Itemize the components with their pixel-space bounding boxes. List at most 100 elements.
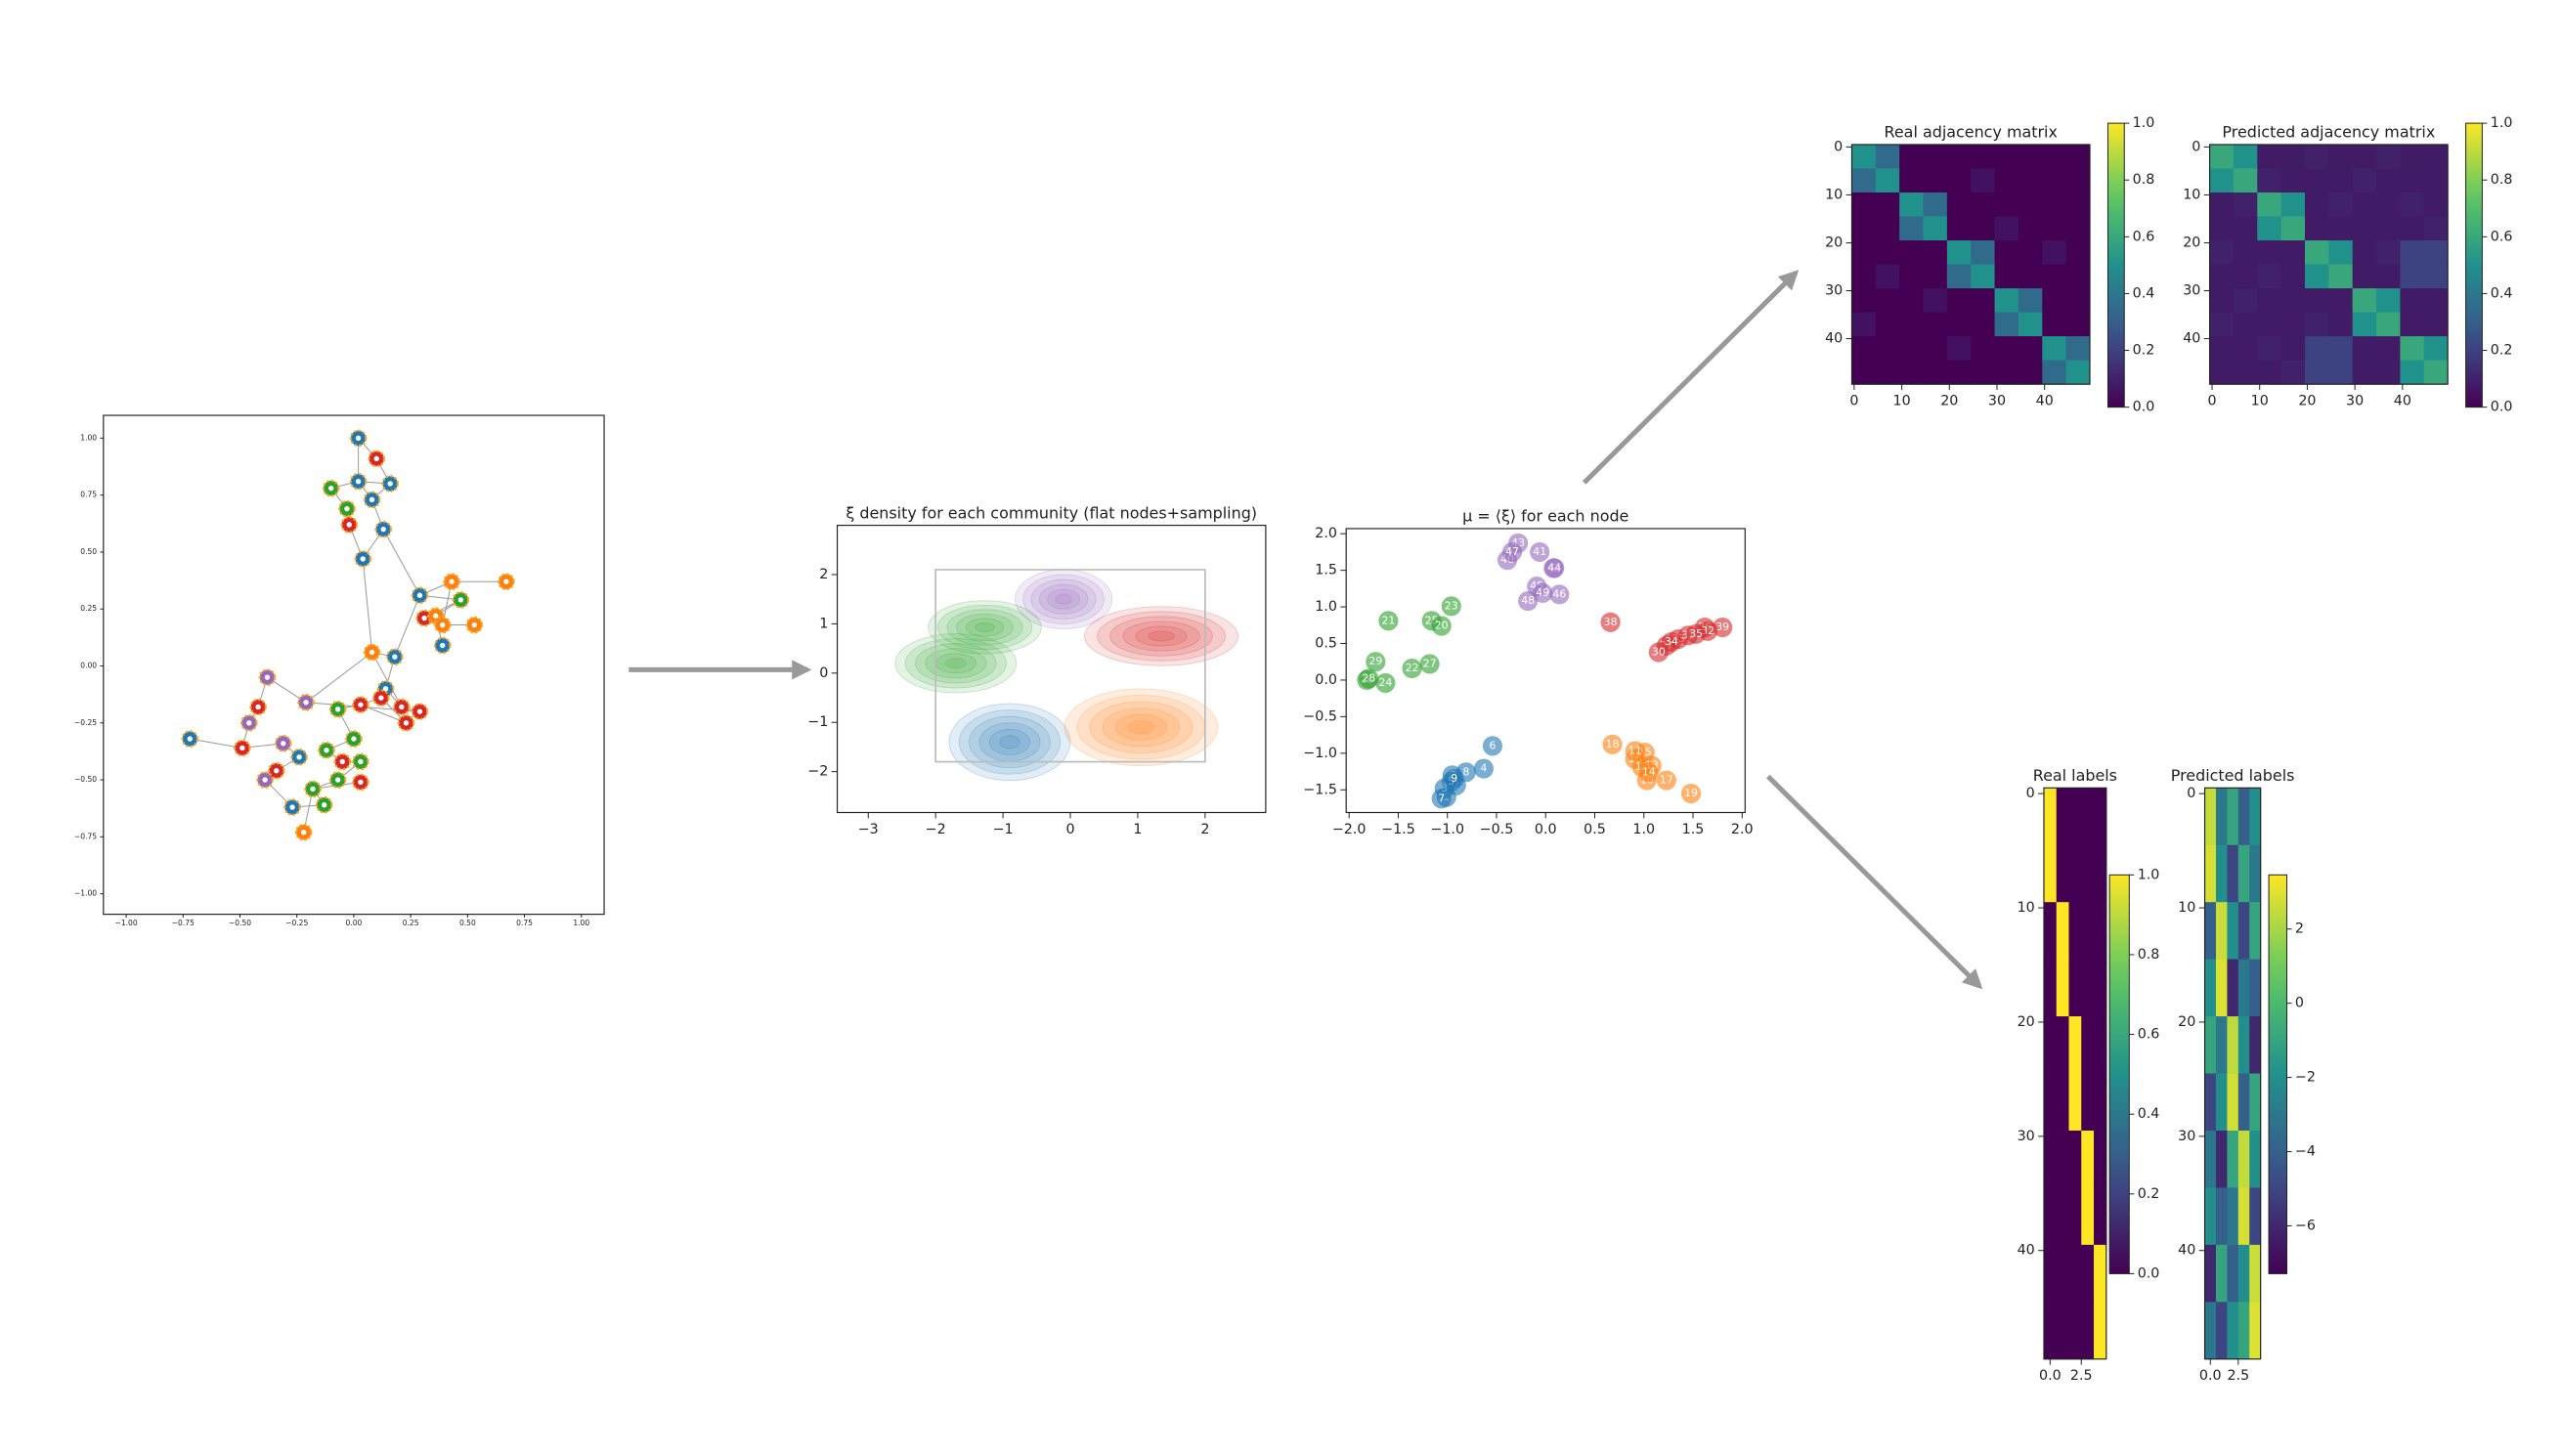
- panel: μ = ⟨ξ⟩ for each node2125202329222726242…: [1303, 507, 1753, 837]
- heatmap-cell: [1994, 144, 2019, 169]
- heatmap-cell: [2068, 1016, 2082, 1075]
- heatmap-cell: [2094, 1130, 2107, 1188]
- heatmap-cell: [1899, 336, 1925, 362]
- heatmap-cell: [1971, 144, 1996, 169]
- point: [1402, 658, 1422, 679]
- node-center: [355, 478, 362, 485]
- y-tick-label: 0: [2187, 786, 2195, 801]
- heatmap-cell: [2215, 1187, 2228, 1246]
- heatmap-cell: [2056, 1130, 2069, 1188]
- heatmap-cell: [1899, 216, 1925, 241]
- heatmap-cell: [2209, 288, 2235, 314]
- point-label: 8: [1462, 765, 1469, 778]
- density-level: [958, 709, 1062, 775]
- heatmap-cell: [2328, 240, 2354, 266]
- density-level: [1084, 606, 1239, 666]
- heatmap-cell: [2042, 168, 2067, 193]
- heatmap-cell: [2065, 312, 2091, 337]
- heatmap-cell: [2328, 288, 2354, 314]
- node-center: [416, 708, 423, 714]
- heatmap-cell: [2056, 959, 2069, 1017]
- density-level: [956, 613, 1014, 641]
- node-center: [296, 754, 302, 760]
- heatmap-cell: [2042, 192, 2067, 218]
- colorbar-tick-label: 0.8: [2491, 172, 2513, 188]
- density-level: [904, 638, 1007, 689]
- y-tick-label: 10: [2018, 900, 2035, 916]
- y-tick-label: 0: [2192, 139, 2200, 154]
- heatmap-cell: [2305, 312, 2329, 337]
- heatmap-cell: [2280, 312, 2306, 337]
- x-tick-label: 30: [2346, 393, 2364, 408]
- heatmap-cell: [1946, 336, 1972, 362]
- density-level: [965, 618, 1005, 637]
- heatmap-cell: [2249, 844, 2262, 903]
- heatmap-cell: [2249, 1073, 2262, 1132]
- heatmap-cell: [2400, 360, 2425, 385]
- point: [1501, 541, 1523, 562]
- y-tick-label: 20: [2018, 1014, 2035, 1030]
- heatmap-cell: [2056, 1073, 2069, 1132]
- node-center: [399, 704, 405, 710]
- point: [1656, 770, 1676, 791]
- arrow: [1582, 270, 1800, 485]
- heatmap-cell: [2400, 312, 2425, 337]
- heatmap-cell: [2328, 264, 2354, 289]
- heatmap-cell: [1899, 312, 1925, 337]
- heatmap-cell: [2209, 216, 2235, 241]
- colorbar: [2106, 122, 2125, 408]
- y-tick-label: 40: [1825, 331, 1843, 347]
- heatmap-cell: [1851, 192, 1877, 218]
- y-tick-label: 2.0: [1315, 526, 1337, 541]
- heatmap-cell: [1994, 312, 2019, 337]
- density-level: [1038, 583, 1089, 615]
- node-center: [369, 496, 375, 503]
- heatmap-cell: [1875, 336, 1900, 362]
- heatmap-cell: [2305, 360, 2329, 385]
- node-center: [334, 777, 341, 783]
- heatmap-cell: [2094, 844, 2107, 903]
- heatmap-cell: [2280, 360, 2306, 385]
- heatmap-cell: [2065, 336, 2091, 362]
- point-label: 49: [1536, 586, 1549, 599]
- heatmap-cell: [2257, 216, 2282, 241]
- heatmap-cell: [1923, 360, 1948, 385]
- heatmap-cell: [2249, 1130, 2262, 1188]
- node-center: [321, 802, 327, 808]
- heatmap-cell: [2094, 959, 2107, 1017]
- heatmap-cell: [2227, 788, 2239, 846]
- point: [1638, 762, 1659, 783]
- edge: [190, 738, 242, 749]
- node-center: [303, 700, 309, 706]
- heatmap-cell: [2204, 1130, 2217, 1188]
- heatmap-cell: [1946, 168, 1972, 193]
- heatmap-cell: [1923, 144, 1948, 169]
- heatmap-cell: [2423, 192, 2449, 218]
- heatmap-cell: [2043, 1016, 2058, 1075]
- heatmap-cell: [2081, 844, 2095, 903]
- axes-frame: [103, 414, 605, 916]
- heatmap-cell: [1851, 336, 1877, 362]
- colorbar-tick-label: 0.0: [2138, 1265, 2160, 1281]
- point: [1713, 617, 1733, 638]
- heatmap-cell: [2227, 1073, 2239, 1132]
- heatmap-cell: [2018, 264, 2043, 289]
- heatmap-cell: [2042, 144, 2067, 169]
- colorbar-tick-label: 0.8: [2138, 947, 2160, 963]
- heatmap-cell: [2280, 288, 2306, 314]
- heatmap-cell: [2400, 336, 2425, 362]
- heatmap-cell: [1946, 264, 1972, 289]
- heatmap-cell: [2018, 240, 2043, 266]
- heatmap-cell: [1875, 168, 1900, 193]
- y-tick-label: 0: [1834, 139, 1843, 154]
- colorbar-tick-label: 0.4: [2138, 1106, 2160, 1122]
- heatmap-cell: [2257, 144, 2282, 169]
- density-level: [999, 735, 1020, 749]
- heatmap-cell: [1971, 168, 1996, 193]
- edge: [394, 595, 420, 658]
- heatmap-cell: [2215, 1073, 2228, 1132]
- heatmap-cell: [1994, 192, 2019, 218]
- x-tick-label: 1: [1133, 822, 1142, 837]
- node-center: [255, 704, 261, 710]
